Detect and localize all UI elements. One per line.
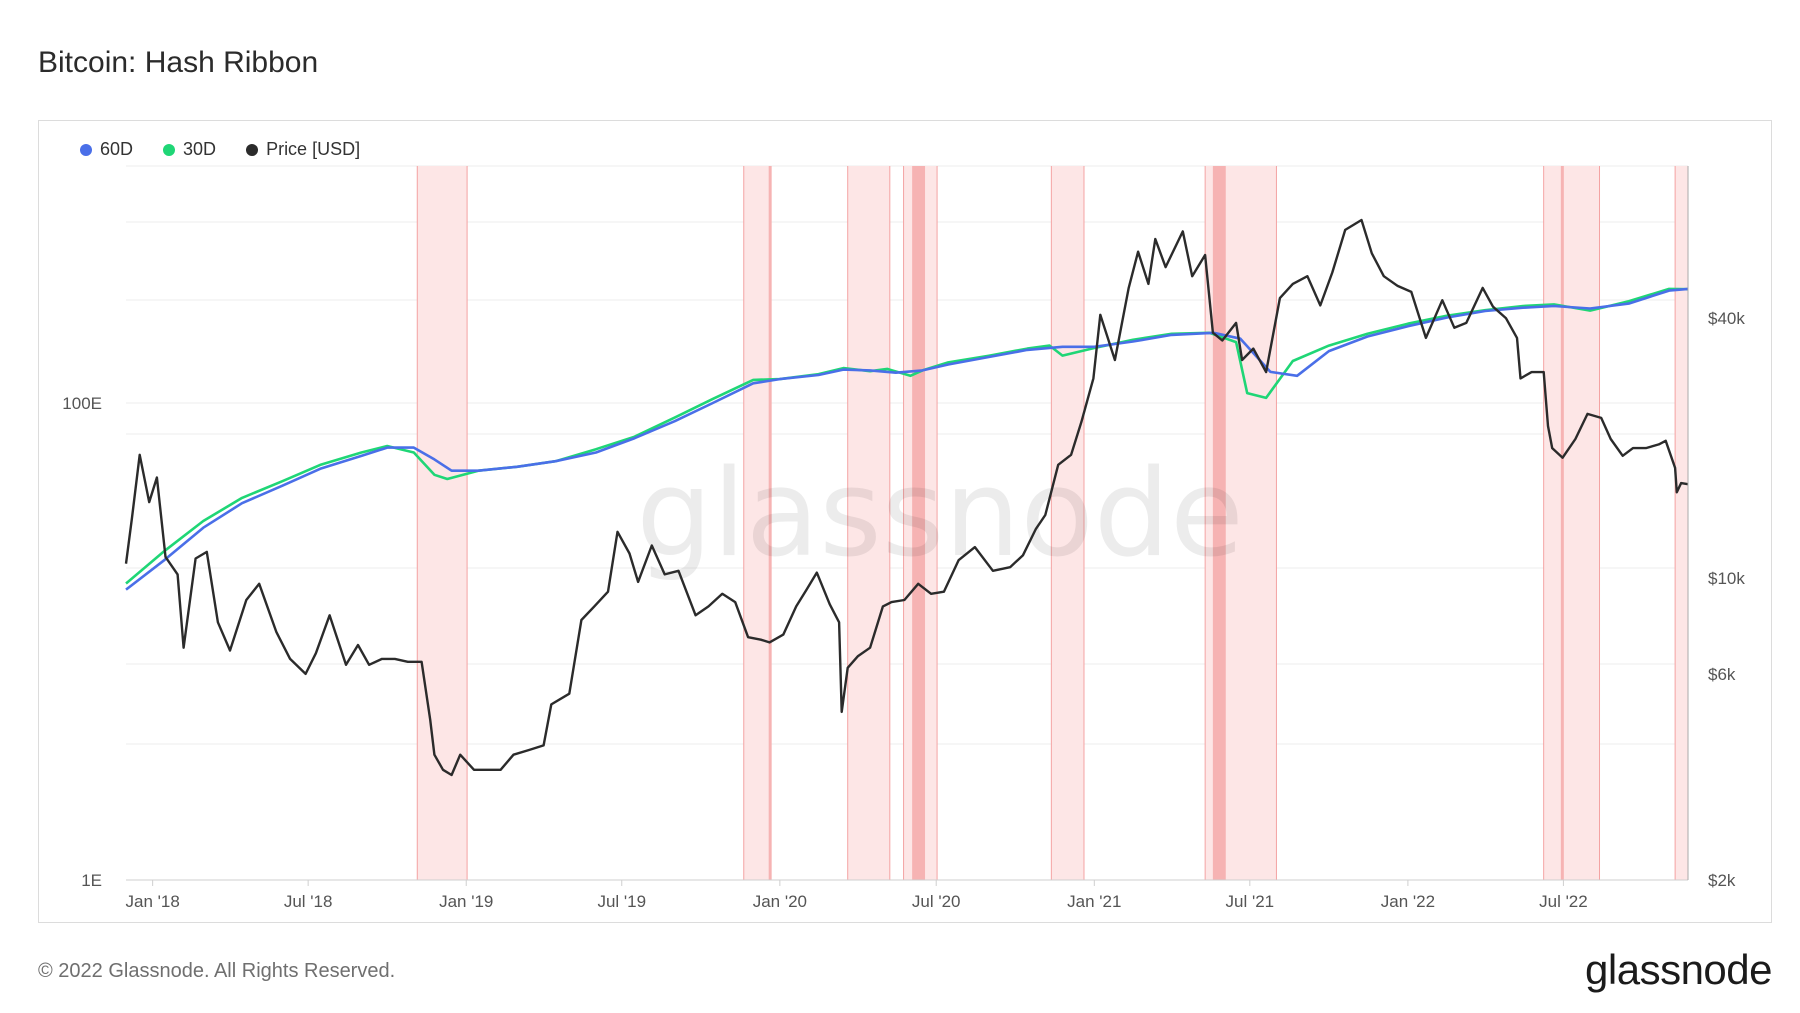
legend: 60D 30D Price [USD] — [80, 139, 360, 160]
x-tick-label: Jul '18 — [284, 892, 333, 911]
capitulation-band-overlap — [1212, 166, 1226, 880]
capitulation-band — [1675, 166, 1688, 880]
x-tick-label: Jan '22 — [1381, 892, 1435, 911]
capitulation-band-overlap — [912, 166, 926, 880]
x-tick-label: Jan '20 — [753, 892, 807, 911]
y-right-tick-label: $2k — [1708, 871, 1736, 890]
legend-dot-30d-icon — [163, 143, 176, 156]
legend-dot-60d-icon — [80, 143, 92, 156]
capitulation-band — [743, 166, 771, 880]
capitulation-band-overlap — [1560, 166, 1564, 880]
legend-dot-price-icon — [246, 143, 259, 156]
y-right-tick-label: $10k — [1708, 569, 1745, 588]
series-lines — [124, 218, 1689, 777]
capitulation-band — [847, 166, 890, 880]
watermark: glassnode — [636, 445, 1244, 584]
capitulation-band — [1543, 166, 1600, 880]
y-right-tick-label: $6k — [1708, 665, 1736, 684]
legend-item-60d[interactable]: 60D — [80, 139, 133, 160]
capitulation-band — [417, 166, 468, 880]
x-tick-label: Jan '19 — [439, 892, 493, 911]
x-tick-label: Jan '21 — [1067, 892, 1121, 911]
page-title: Bitcoin: Hash Ribbon — [38, 46, 319, 79]
x-tick-label: Jan '18 — [125, 892, 179, 911]
legend-label-price: Price [USD] — [266, 139, 361, 159]
brand-logo: glassnode — [1585, 946, 1772, 993]
y-right-tick-label: $40k — [1708, 309, 1745, 328]
y-left-tick-label: 100E — [62, 394, 102, 413]
capitulation-band-overlap — [768, 166, 772, 880]
legend-item-price[interactable]: Price [USD] — [246, 139, 360, 160]
copyright-text: © 2022 Glassnode. All Rights Reserved. — [38, 960, 396, 982]
series-line-price-usd — [124, 218, 1689, 777]
x-tick-label: Jul '22 — [1539, 892, 1588, 911]
x-tick-label: Jul '21 — [1226, 892, 1275, 911]
capitulation-band — [1051, 166, 1084, 880]
legend-label-30d: 30D — [183, 139, 217, 159]
x-tick-label: Jul '19 — [597, 892, 646, 911]
series-line-30d — [125, 287, 1689, 585]
legend-label-60d: 60D — [100, 139, 134, 159]
y-left-tick-label: 1E — [81, 871, 102, 890]
chart-frame — [38, 120, 1772, 923]
axes: Jan '18 Jul '18 Jan '19 Jul '19 Jan '20 Jul '… — [62, 166, 1745, 911]
legend-item-30d[interactable]: 30D — [163, 139, 216, 160]
x-tick-label: Jul '20 — [912, 892, 961, 911]
